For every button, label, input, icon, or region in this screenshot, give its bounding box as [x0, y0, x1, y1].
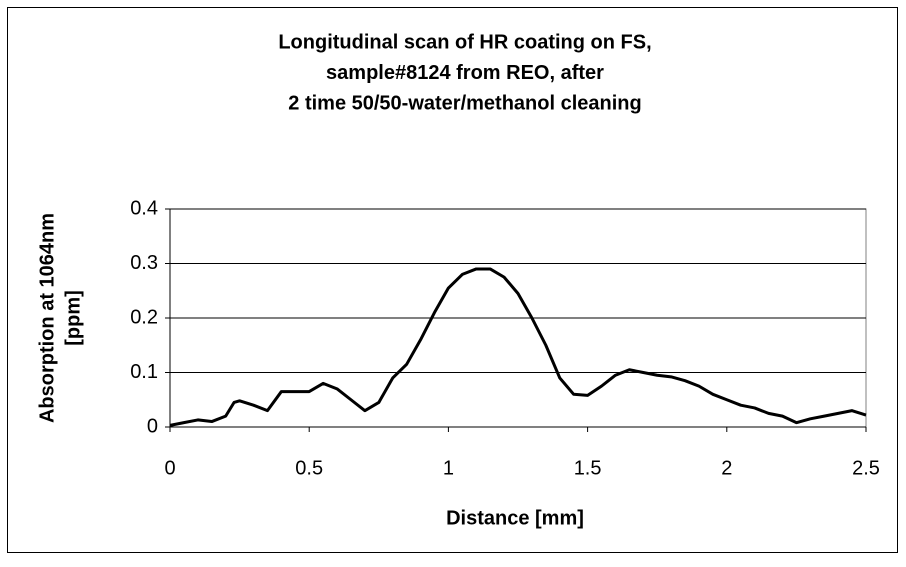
x-tick-label: 2: [721, 457, 732, 479]
data-line: [169, 267, 867, 427]
chart-title: sample#8124 from REO, after: [326, 62, 604, 84]
y-tick-label: 0.4: [130, 197, 158, 219]
y-axis-title: Absorption at 1064nm: [36, 213, 58, 423]
x-tick-label: 2.5: [852, 457, 880, 479]
x-tick-label: 0.5: [295, 457, 323, 479]
y-tick-label: 0.2: [130, 306, 158, 328]
y-tick-label: 0.1: [130, 361, 158, 383]
x-tick-label: 0: [164, 457, 175, 479]
y-axis-title: [ppm]: [62, 290, 84, 346]
x-tick-label: 1.5: [574, 457, 602, 479]
y-tick-label: 0: [147, 415, 158, 437]
chart-title: 2 time 50/50-water/methanol cleaning: [288, 92, 641, 114]
y-tick-label: 0.3: [130, 252, 158, 274]
x-axis-title: Distance [mm]: [446, 507, 584, 529]
x-tick-label: 1: [443, 457, 454, 479]
chart-title: Longitudinal scan of HR coating on FS,: [278, 31, 651, 53]
